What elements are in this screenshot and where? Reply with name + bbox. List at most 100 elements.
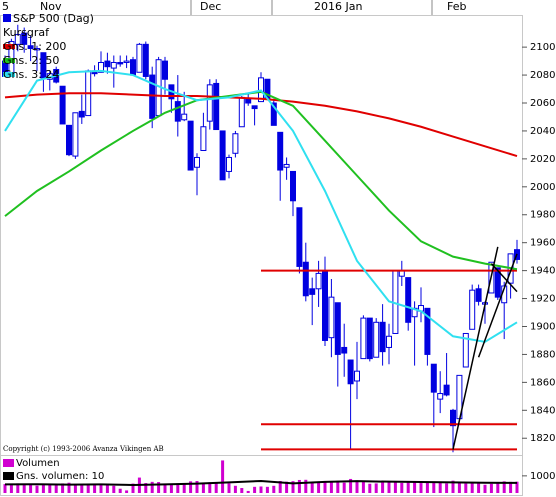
- volume-bar: [438, 482, 442, 493]
- volume-bar: [470, 482, 474, 493]
- legend-label: Volumen: [16, 458, 60, 469]
- x-tick-label: 2016 Jan: [314, 0, 362, 13]
- volume-bar: [297, 479, 301, 493]
- volume-bar: [278, 481, 282, 493]
- volume-bar: [285, 481, 289, 493]
- volume-bar: [208, 482, 212, 493]
- candle-body: [469, 289, 476, 330]
- volume-bar: [54, 485, 58, 493]
- y-tick-label: 1000': [530, 471, 556, 482]
- volume-bar: [310, 482, 314, 493]
- volume-bar: [483, 484, 487, 493]
- copyright: Copyright (c) 1993-2006 Avanza Vikingen …: [3, 445, 164, 453]
- volume-bar: [144, 483, 148, 493]
- candle-body: [270, 102, 277, 126]
- y-tick-label: 1820: [530, 433, 555, 444]
- volume-bar: [195, 481, 199, 493]
- volume-bar: [157, 482, 161, 493]
- volume-bar: [246, 490, 250, 493]
- volume-bar: [29, 484, 33, 493]
- volume-bar: [406, 482, 410, 493]
- volume-bar: [105, 485, 109, 493]
- candle-body: [251, 105, 258, 110]
- volume-bar: [73, 484, 77, 493]
- volume-bar: [240, 488, 244, 493]
- candle-body: [315, 272, 322, 290]
- candle-body: [162, 60, 168, 80]
- volume-bar: [502, 481, 506, 493]
- volume-bar: [259, 486, 263, 493]
- y-tick-label: 1960: [530, 238, 555, 249]
- volume-bar: [67, 482, 71, 493]
- y-tick-label: 1980: [530, 210, 555, 221]
- candle-body: [494, 267, 501, 298]
- candle-body: [334, 302, 341, 355]
- candle-body: [232, 133, 239, 154]
- y-tick-label: 1880: [530, 349, 555, 360]
- candle-body: [117, 61, 124, 65]
- candle-body: [59, 85, 66, 125]
- candle-body: [206, 84, 213, 122]
- volume-bar: [374, 483, 378, 493]
- candle-body: [98, 61, 104, 73]
- volume-bar: [432, 483, 436, 493]
- volume-bar: [400, 482, 404, 493]
- volume-bar: [16, 483, 20, 493]
- candle-body: [66, 124, 72, 156]
- y-tick-label: 1940: [530, 266, 555, 277]
- legend-swatch: [3, 459, 14, 467]
- volume-bar: [93, 485, 97, 493]
- y-tick-label: 2000: [530, 182, 555, 193]
- candle-body: [14, 34, 21, 45]
- volume-bar: [336, 480, 340, 493]
- candle-body: [443, 384, 450, 396]
- volume-bar: [3, 484, 7, 493]
- candle-body: [213, 82, 220, 131]
- candle-body: [34, 48, 40, 51]
- candle-body: [322, 270, 328, 341]
- volume-bar: [233, 485, 237, 493]
- legend-swatch: [3, 58, 15, 63]
- candle-body: [354, 370, 360, 382]
- moving-average: [4, 92, 518, 158]
- volume-bar: [131, 483, 135, 493]
- volume-bar: [214, 482, 218, 493]
- volume-bar: [355, 481, 359, 493]
- candle-body: [424, 307, 431, 355]
- candle-body: [245, 98, 252, 104]
- volume-bar: [221, 460, 225, 493]
- candle-body: [347, 359, 354, 385]
- volume-bar: [349, 478, 353, 493]
- candle-body: [200, 126, 207, 151]
- volume-bar: [381, 482, 385, 493]
- candle-body: [379, 321, 386, 353]
- candle-body: [27, 45, 34, 50]
- x-tick-label: Feb: [447, 0, 466, 13]
- candle-body: [283, 163, 290, 168]
- trend-line: [452, 246, 499, 450]
- volume-bar: [464, 483, 468, 493]
- volume-bar: [227, 483, 231, 493]
- legend-swatch: [3, 14, 11, 22]
- candle-body: [405, 277, 412, 323]
- volume-bar: [253, 486, 257, 493]
- candle-body: [104, 60, 111, 68]
- volume-bar: [445, 483, 449, 493]
- candle-body: [277, 131, 284, 171]
- candle-body: [110, 61, 117, 69]
- volume-bar: [61, 483, 65, 493]
- volume-bar: [41, 484, 45, 493]
- candle-body: [136, 43, 143, 73]
- candle-body: [78, 110, 85, 118]
- x-tick-label: Nov: [40, 0, 62, 13]
- volume-bar: [361, 481, 365, 493]
- volume-bar: [515, 481, 519, 493]
- volume-bar: [489, 483, 493, 493]
- volume-average: [4, 479, 518, 486]
- candle-body: [309, 288, 316, 295]
- candle-body: [40, 52, 47, 79]
- volume-bar: [323, 482, 327, 493]
- volume-bar: [35, 485, 39, 493]
- candle-body: [238, 96, 245, 128]
